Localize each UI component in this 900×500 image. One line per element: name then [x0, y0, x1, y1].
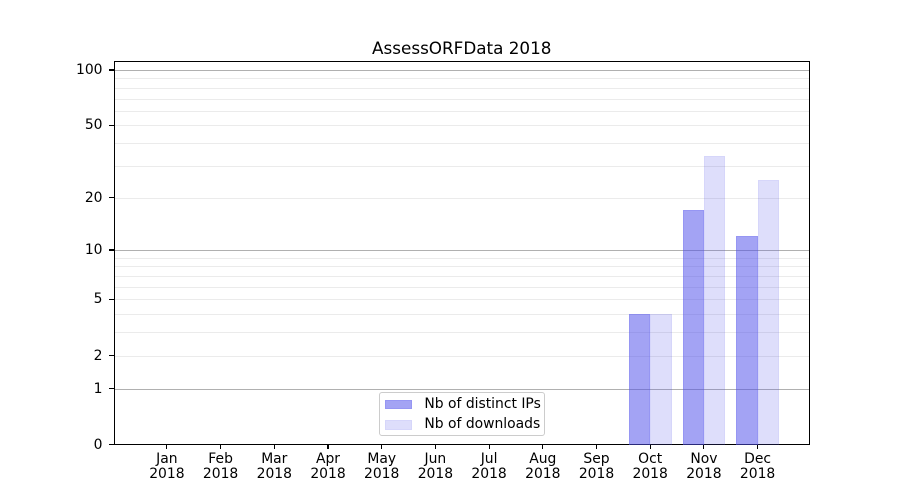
gridline-y-20 [114, 197, 809, 199]
x-tick-label-nov-2018: Nov 2018 [686, 450, 722, 482]
x-tick-label-may-2018: May 2018 [364, 450, 400, 482]
gridline-y-1 [114, 388, 809, 390]
y-tick-label-0: 0 [93, 436, 103, 453]
bar-nov-nb-of-downloads [703, 156, 726, 445]
gridline-y-30 [114, 165, 809, 167]
x-tick-oct [649, 444, 651, 449]
y-tick-20 [108, 196, 114, 199]
gridline-y-6 [114, 286, 809, 288]
x-tick-label-mar-2018: Mar 2018 [256, 450, 292, 482]
x-tick-nov [703, 444, 705, 449]
x-tick-jun [434, 444, 436, 449]
legend-swatch-distinct-ips [385, 399, 412, 410]
gridline-y-8 [114, 266, 809, 268]
legend-label-downloads: Nb of downloads [424, 416, 541, 433]
y-tick-label-2: 2 [93, 347, 103, 364]
bar-nov-nb-of-distinct-ips [682, 210, 704, 445]
x-tick-jan [166, 444, 168, 449]
gridline-y-50 [114, 125, 809, 127]
x-tick-label-oct-2018: Oct 2018 [632, 450, 668, 482]
x-tick-dec [757, 444, 759, 449]
x-tick-label-jun-2018: Jun 2018 [417, 450, 454, 482]
gridline-y-5 [114, 299, 809, 301]
x-tick-label-jul-2018: Jul 2018 [471, 450, 507, 482]
y-tick-label-100: 100 [75, 61, 103, 78]
x-tick-label-jan-2018: Jan 2018 [149, 450, 185, 482]
y-tick-100 [108, 69, 114, 71]
gridline-y-90 [114, 78, 809, 80]
y-tick-0 [108, 444, 114, 446]
x-tick-sep [595, 444, 598, 449]
x-tick-label-aug-2018: Aug 2018 [525, 450, 561, 482]
y-tick-label-10: 10 [84, 242, 103, 259]
x-tick-may [381, 444, 383, 449]
chart-title: AssessORFData 2018 [372, 37, 552, 58]
gridline-y-2 [114, 355, 809, 357]
plot-area [113, 60, 810, 445]
x-tick-feb [220, 444, 222, 449]
y-tick-label-50: 50 [84, 117, 103, 134]
y-tick-5 [108, 298, 114, 300]
bar-dec-nb-of-distinct-ips [736, 236, 758, 445]
gridline-y-100 [114, 69, 809, 71]
y-tick-1 [108, 387, 114, 390]
legend: Nb of distinct IPs Nb of downloads [378, 392, 546, 437]
gridline-y-7 [114, 275, 809, 277]
gridline-y-60 [114, 110, 809, 112]
x-tick-label-feb-2018: Feb 2018 [202, 450, 239, 482]
gridline-y-80 [114, 87, 809, 89]
x-tick-mar [273, 444, 275, 449]
gridline-y-9 [114, 257, 809, 259]
x-tick-label-dec-2018: Dec 2018 [739, 450, 776, 482]
bar-oct-nb-of-downloads [650, 314, 672, 445]
y-tick-label-20: 20 [84, 189, 103, 206]
legend-swatch-downloads [385, 420, 412, 430]
y-tick-label-5: 5 [93, 291, 103, 308]
y-tick-2 [108, 354, 114, 357]
x-tick-apr [327, 444, 329, 449]
gridline-y-70 [114, 98, 809, 100]
y-tick-10 [108, 249, 114, 251]
x-tick-label-apr-2018: Apr 2018 [310, 450, 346, 482]
bar-dec-nb-of-downloads [757, 180, 779, 445]
x-tick-jul [488, 444, 490, 449]
x-tick-aug [542, 444, 544, 449]
bar-oct-nb-of-distinct-ips [628, 314, 651, 445]
y-tick-label-1: 1 [93, 380, 103, 397]
gridline-y-3 [114, 332, 809, 334]
x-tick-label-sep-2018: Sep 2018 [578, 450, 615, 482]
gridline-y-10 [114, 250, 809, 252]
gridline-y-40 [114, 143, 809, 145]
y-tick-50 [108, 124, 114, 127]
gridline-y-4 [114, 314, 809, 316]
legend-label-distinct-ips: Nb of distinct IPs [424, 396, 541, 413]
